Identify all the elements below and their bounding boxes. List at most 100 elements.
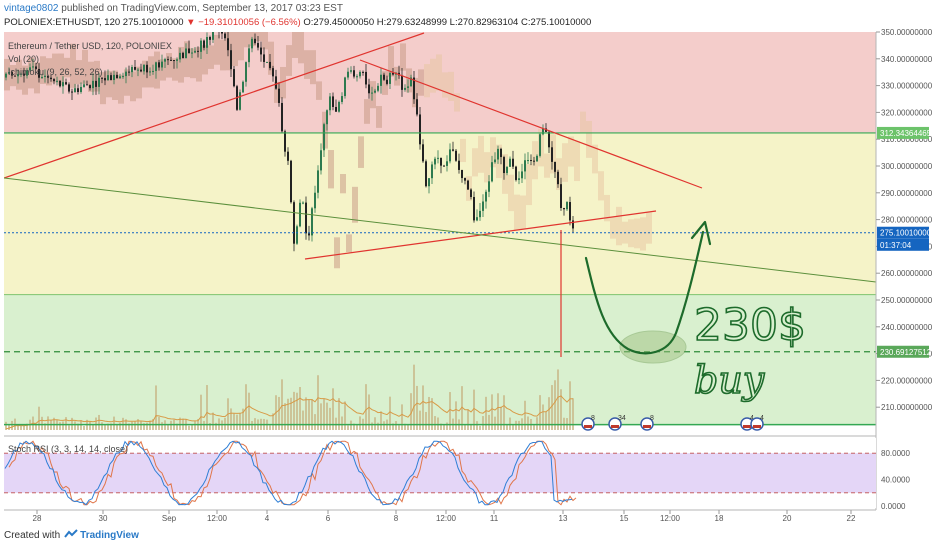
price-tick-label: 320.00000000: [881, 108, 932, 117]
stoch-k-line: [4, 440, 573, 506]
volume-bar: [143, 423, 145, 430]
candle-body: [8, 72, 10, 74]
candle-body: [440, 157, 442, 166]
event-flag-icon: [584, 425, 592, 428]
price-badge-label: 01:37:04: [880, 241, 912, 250]
cloud-segment: [388, 46, 394, 77]
candle-body: [290, 160, 292, 203]
candle-body: [281, 102, 283, 132]
volume-bar: [188, 425, 190, 430]
falling-trendline[interactable]: [359, 59, 703, 189]
legend-ichimoku: Ichimoku (9, 26, 52, 26): [8, 67, 103, 77]
event-flag-icon: [743, 425, 751, 428]
candle-body: [548, 131, 550, 148]
cloud-segment: [280, 66, 286, 99]
candle-body: [416, 99, 418, 115]
volume-bar: [476, 421, 478, 430]
candle-body: [110, 75, 112, 81]
candle-body: [44, 75, 46, 77]
candle-body: [95, 80, 97, 87]
volume-bar: [491, 394, 493, 430]
volume-bar: [116, 424, 118, 430]
volume-bar: [77, 423, 79, 430]
cloud-segment: [442, 72, 448, 98]
created-with-text: Created with: [4, 530, 61, 541]
candle-body: [62, 82, 64, 87]
rising-trendline[interactable]: [4, 32, 425, 179]
cloud-segment: [76, 60, 82, 85]
cloud-segment: [202, 45, 208, 75]
price-tick-label: 290.00000000: [881, 189, 932, 198]
price-badge-label: 312.34364465: [880, 129, 932, 138]
volume-bar: [230, 408, 232, 430]
cloud-segment: [568, 136, 574, 167]
candle-body: [509, 158, 511, 167]
cloud-segment: [382, 71, 388, 95]
cloud-segment: [490, 137, 496, 168]
volume-bar: [425, 411, 427, 430]
cloud-segment: [574, 141, 580, 182]
candle-body: [209, 37, 211, 40]
candle-body: [137, 69, 139, 71]
volume-bar: [17, 424, 19, 430]
cloud-segment: [526, 164, 532, 206]
candle-body: [386, 79, 388, 84]
candle-body: [482, 201, 484, 211]
cloud-segment: [424, 64, 430, 98]
candle-body: [284, 131, 286, 152]
candle-body: [245, 62, 247, 82]
cloud-segment: [28, 57, 34, 89]
cloud-segment: [298, 32, 304, 64]
volume-bar: [209, 423, 211, 430]
volume-bar: [74, 421, 76, 430]
price-badge-label: 275.10010000: [880, 229, 932, 238]
trendlines[interactable]: [4, 32, 876, 357]
candle-body: [494, 159, 496, 163]
volume-bar: [287, 398, 289, 430]
time-tick-label: 12:00: [436, 514, 457, 523]
cloud-segment: [484, 152, 490, 183]
candle-body: [506, 166, 508, 174]
price-badge-label: 230.69127512: [880, 348, 932, 357]
candle-body: [170, 59, 172, 61]
long-trendline[interactable]: [4, 177, 876, 283]
candle-body: [11, 72, 13, 76]
cloud-segment: [514, 194, 520, 231]
volume-bar: [353, 423, 355, 430]
candle-body: [80, 86, 82, 93]
symbol-info: POLONIEX:ETHUSDT, 120 275.10010000 ▼ −19…: [4, 17, 591, 29]
time-tick-label: 30: [99, 514, 108, 523]
cloud-segment: [508, 174, 514, 212]
cloud-segment: [352, 186, 358, 223]
tradingview-brand[interactable]: TradingView: [80, 530, 139, 541]
time-axis[interactable]: 28 30 Sep 12:00 4 6 8 12:00 11 13 15 12:00 18 20 22: [33, 510, 856, 523]
time-tick-label: 4: [265, 514, 270, 523]
candle-body: [176, 59, 178, 61]
candle-body: [293, 202, 295, 244]
cloud-segment: [634, 218, 640, 249]
volume-bar: [329, 407, 331, 430]
candle-body: [320, 150, 322, 171]
candle-body: [314, 192, 316, 209]
cloud-segment: [616, 206, 622, 246]
event-markers[interactable]: 8 34 8 4 4: [581, 415, 764, 431]
volume-bar: [503, 395, 505, 430]
volume-bar: [200, 394, 202, 430]
candle-body: [179, 52, 181, 60]
candle-body: [410, 77, 412, 87]
cloud-segment: [70, 43, 76, 88]
cloud-segment: [358, 136, 364, 168]
candle-body: [533, 160, 535, 162]
candle-body: [272, 68, 274, 77]
cloud-segment: [400, 43, 406, 71]
candle-body: [341, 96, 343, 102]
volume-bar: [278, 396, 280, 430]
cloud-segment: [130, 71, 136, 102]
volume-bar: [272, 413, 274, 430]
candle-body: [278, 88, 280, 103]
candle-body: [242, 81, 244, 93]
author-link[interactable]: vintage0802: [4, 3, 59, 14]
cloud-segment: [52, 53, 58, 83]
legend-stoch: Stoch RSI (3, 3, 14, 14, close): [8, 444, 128, 454]
